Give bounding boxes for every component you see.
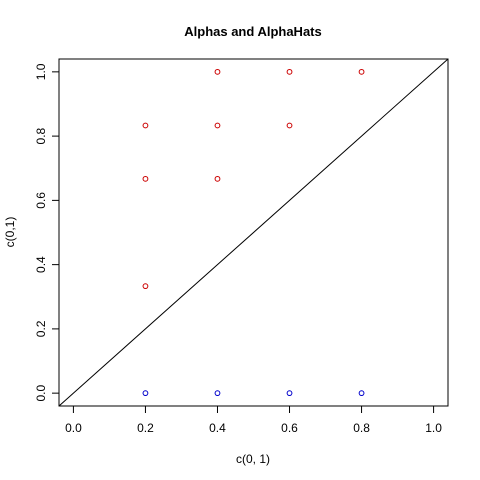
- y-tick-label: 0.2: [34, 320, 48, 337]
- x-tick-label: 0.4: [209, 421, 226, 435]
- x-tick-label: 0.0: [65, 421, 82, 435]
- y-tick-label: 0.4: [34, 256, 48, 273]
- data-point-s0-3: [214, 175, 221, 182]
- data-point-s0-5: [214, 68, 221, 75]
- data-point-s0-4: [214, 122, 221, 129]
- data-point-s0-7: [286, 68, 293, 75]
- y-tick-label: 1.0: [34, 63, 48, 80]
- plot-area: [58, 58, 449, 407]
- x-axis-label: c(0, 1): [236, 452, 270, 466]
- y-tick-label: 0.8: [34, 127, 48, 144]
- y-tick-label: 0.0: [34, 384, 48, 401]
- data-point-s0-1: [142, 175, 149, 182]
- data-point-s0-6: [286, 122, 293, 129]
- data-point-s1-0: [142, 390, 149, 397]
- data-point-s1-2: [286, 390, 293, 397]
- x-axis: 0.0 0.2 0.4 0.6 0.8 1.0: [65, 405, 442, 435]
- x-tick-label: 0.2: [137, 421, 154, 435]
- x-tick-label: 0.8: [353, 421, 370, 435]
- y-axis: 0.0 0.2 0.4 0.6 0.8 1.0: [34, 63, 60, 401]
- reference-line: [58, 58, 449, 407]
- data-point-s0-8: [358, 68, 365, 75]
- data-point-s1-1: [214, 390, 221, 397]
- y-axis-label: c(0,1): [3, 217, 17, 248]
- x-tick-label: 0.6: [281, 421, 298, 435]
- data-point-s1-3: [358, 390, 365, 397]
- data-point-s0-2: [142, 122, 149, 129]
- chart-title: Alphas and AlphaHats: [184, 24, 321, 39]
- data-point-s0-0: [142, 283, 149, 290]
- y-tick-label: 0.6: [34, 192, 48, 209]
- x-tick-label: 1.0: [425, 421, 442, 435]
- data-points: [142, 68, 365, 397]
